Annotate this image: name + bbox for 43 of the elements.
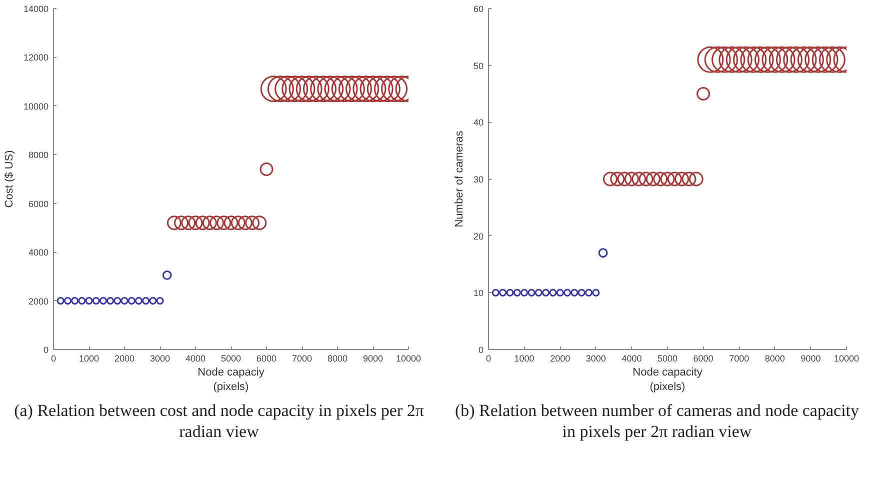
- y-tick-label: 4000: [28, 248, 49, 258]
- x-tick-label: 10000: [834, 354, 860, 364]
- x-tick-label: 5000: [657, 354, 678, 364]
- x-tick-label: 0: [50, 354, 56, 364]
- x-tick-label: 1000: [514, 354, 534, 364]
- x-tick-label: 8000: [764, 354, 785, 364]
- y-axis-title: Number of cameras: [453, 130, 466, 228]
- y-tick-label: 2000: [28, 296, 49, 306]
- text: (a) Relation between cost and node capacity in pixels per 2π radian view: [13, 400, 425, 442]
- x-tick-label: 2000: [550, 354, 570, 364]
- x-tick-label: 7000: [292, 354, 312, 364]
- x-tick-label: 9000: [800, 354, 821, 364]
- x-axis-title: Node capaciy (pixels): [198, 366, 265, 393]
- x-tick-label: 10000: [396, 354, 422, 364]
- x-tick-label: 2000: [114, 354, 135, 364]
- x-axis-title: Node capacity (pixels): [632, 366, 703, 393]
- y-tick-label: 0: [478, 345, 484, 355]
- y-tick-label: 14000: [23, 4, 49, 14]
- y-tick-label: 50: [473, 60, 484, 71]
- y-tick-label: 10000: [23, 101, 49, 112]
- x-tick-label: 5000: [220, 354, 242, 364]
- y-tick-label: 40: [473, 118, 484, 128]
- y-axis-title: Cost ($ US): [3, 150, 16, 208]
- y-tick-label: 60: [473, 4, 484, 14]
- x-tick-label: 6000: [693, 354, 714, 364]
- x-tick-label: 3000: [586, 354, 606, 364]
- y-tick-label: 0: [43, 345, 49, 355]
- x-tick-label: 3000: [150, 354, 170, 364]
- y-tick-label: 6000: [28, 198, 49, 209]
- x-tick-label: 0: [486, 354, 492, 364]
- y-tick-label: 10: [473, 288, 484, 298]
- x-tick-label: 4000: [185, 354, 206, 364]
- text: (b) Relation between number of cameras and node capacity in pixels per 2π radian view: [454, 400, 860, 442]
- x-tick-label: 9000: [362, 354, 384, 364]
- y-tick-label: 12000: [23, 52, 49, 63]
- y-tick-label: 8000: [28, 150, 49, 160]
- x-tick-label: 6000: [256, 354, 277, 364]
- x-tick-label: 1000: [78, 354, 100, 364]
- x-tick-label: 8000: [327, 354, 348, 364]
- y-tick-label: 20: [473, 231, 484, 242]
- x-tick-label: 7000: [729, 354, 750, 364]
- x-tick-label: 4000: [622, 354, 642, 364]
- y-tick-label: 30: [473, 174, 484, 184]
